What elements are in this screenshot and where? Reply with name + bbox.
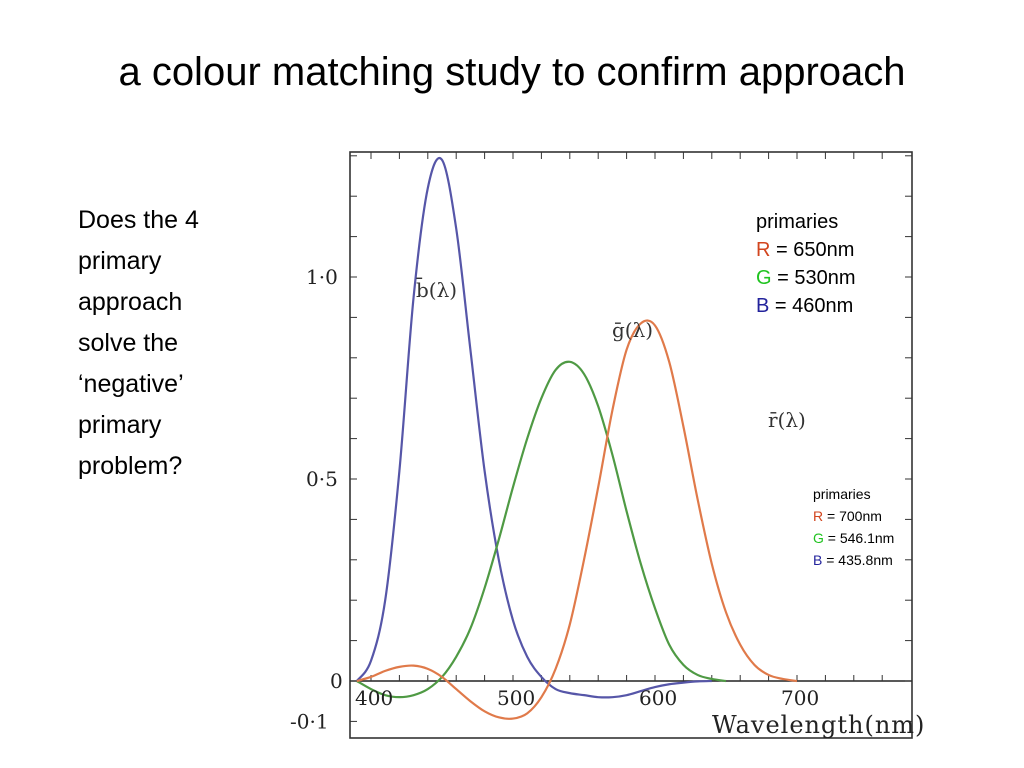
y-tick-label: 0·5 [306, 467, 338, 491]
series-g-bar [356, 360, 727, 699]
legend-letter: G [756, 267, 772, 289]
question-line: Does the 4 [78, 206, 199, 234]
series-b-bar [355, 157, 712, 699]
series-label-g: ḡ(λ) [612, 318, 653, 342]
y-tick-label: 0 [330, 669, 343, 693]
x-tick-label: 600 [639, 686, 677, 710]
legend-primaries-2: primaries R = 700nm G = 546.1nm B = 435.… [813, 483, 894, 571]
x-tick-label: 500 [497, 686, 535, 710]
legend-value: = 650nm [770, 239, 855, 261]
question-line: approach [78, 288, 183, 316]
legend-letter: B [756, 295, 770, 317]
legend-letter: R [756, 239, 771, 261]
legend-row-b: B = 435.8nm [813, 549, 894, 571]
question-line: primary [78, 411, 162, 439]
legend-letter: B [813, 552, 823, 568]
legend-primaries-1: primaries R = 650nm G = 530nm B = 460nm [756, 208, 856, 320]
question-line: problem? [78, 452, 183, 480]
question-text: Does the 4 primary approach solve the ‘n… [78, 200, 258, 487]
legend-heading: primaries [813, 486, 871, 502]
legend-value: = 460nm [769, 295, 854, 317]
legend-value: = 546.1nm [823, 530, 895, 546]
legend-value: = 435.8nm [822, 552, 893, 568]
series-r-bar [356, 319, 798, 720]
legend-row-r: R = 650nm [756, 236, 856, 264]
y-tick-label: -0·1 [290, 709, 329, 733]
legend-letter: G [813, 530, 824, 546]
series-label-b: b̄(λ) [416, 277, 457, 302]
legend-row-r: R = 700nm [813, 505, 894, 527]
legend-heading: primaries [756, 211, 839, 233]
y-tick-label: 1·0 [306, 265, 338, 289]
legend-row-b: B = 460nm [756, 292, 856, 320]
plot-border [349, 151, 913, 739]
x-tick-label: 700 [781, 686, 819, 710]
legend-letter: R [813, 508, 824, 524]
legend-value: = 530nm [771, 267, 856, 289]
legend-value: = 700nm [823, 508, 882, 524]
plot-frame [349, 151, 913, 739]
question-line: primary [78, 247, 162, 275]
slide-title: a colour matching study to confirm appro… [118, 50, 906, 94]
legend-row-g: G = 546.1nm [813, 527, 894, 549]
data-series [355, 157, 798, 720]
series-label-r: r̄(λ) [768, 408, 806, 432]
x-axis-label: Wavelength(nm) [712, 711, 925, 739]
x-tick-label: 400 [355, 686, 393, 710]
question-line: solve the [78, 329, 179, 357]
question-line: ‘negative’ [78, 370, 184, 398]
legend-row-g: G = 530nm [756, 264, 856, 292]
